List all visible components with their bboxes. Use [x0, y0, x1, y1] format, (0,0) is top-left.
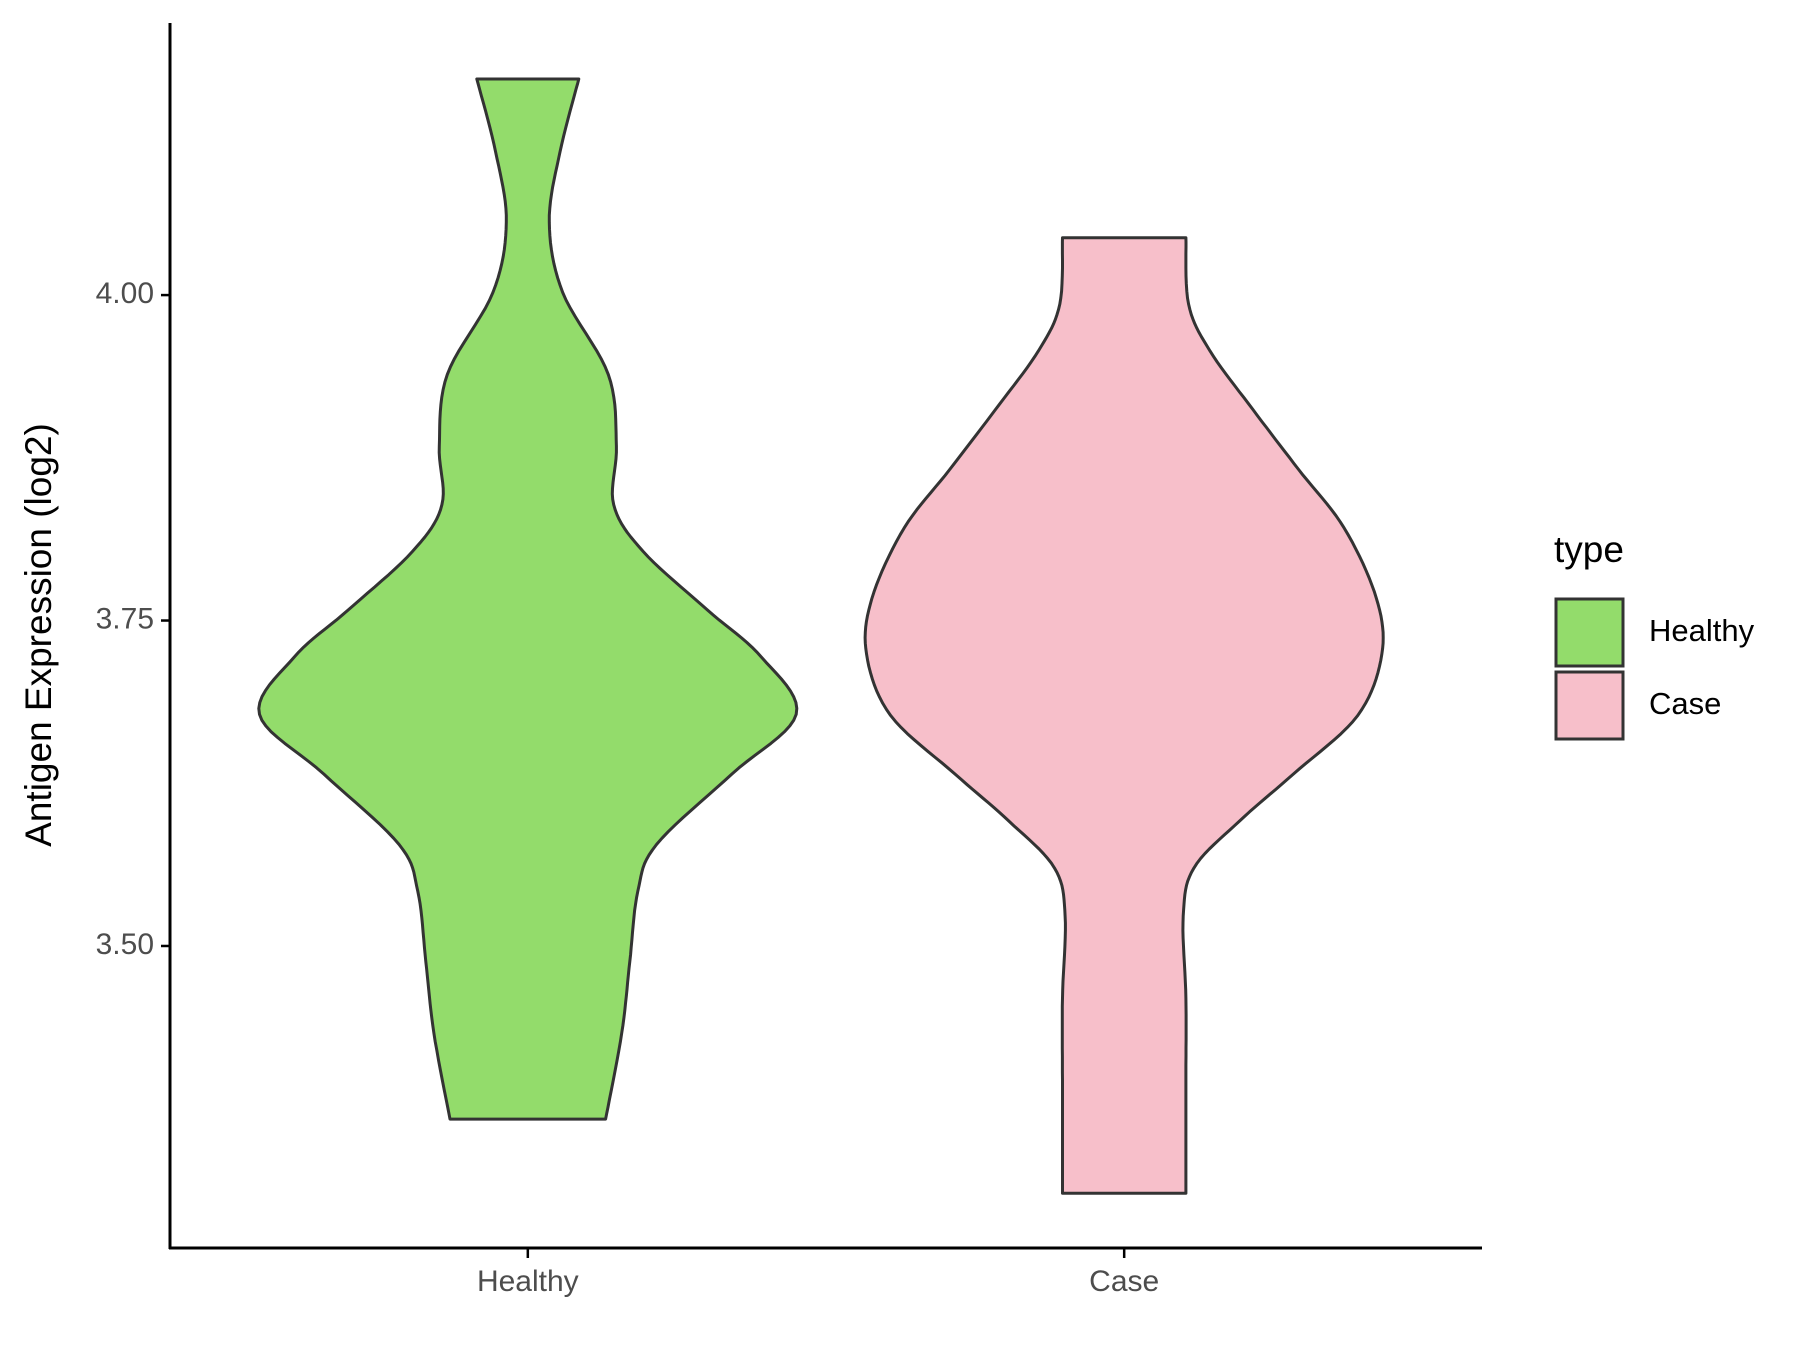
legend-key — [1554, 597, 1625, 668]
y-tick-label: 4.00 — [96, 277, 154, 310]
violin — [863, 236, 1385, 1195]
y-axis-title: Antigen Expression (log2) — [18, 423, 59, 847]
violin — [257, 77, 799, 1121]
y-tick-label: 3.50 — [96, 928, 154, 961]
x-tick-label: Healthy — [477, 1265, 579, 1298]
legend-key — [1554, 670, 1625, 741]
legend-label: Healthy — [1649, 613, 1755, 648]
legend-label: Case — [1649, 686, 1721, 721]
legend-title: type — [1554, 529, 1624, 570]
y-tick-label: 3.75 — [96, 602, 154, 635]
x-tick-label: Case — [1089, 1265, 1159, 1298]
